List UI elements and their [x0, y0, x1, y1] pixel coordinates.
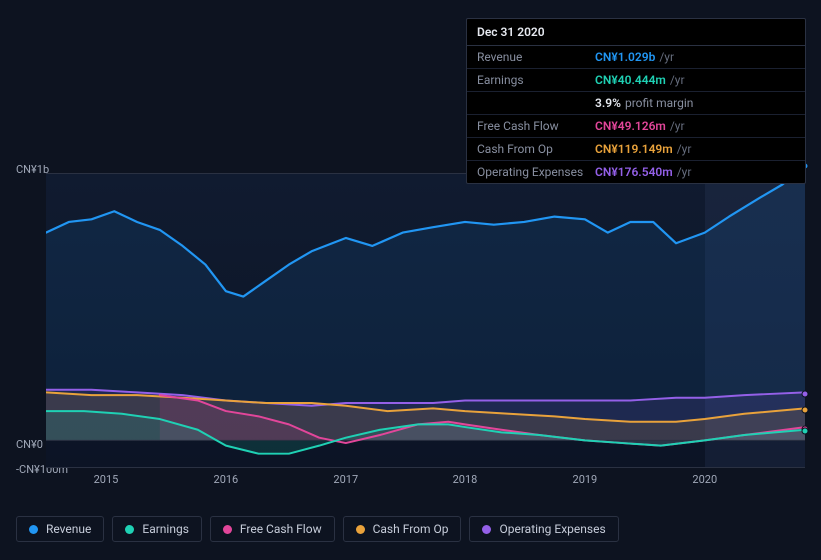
tooltip-row-value: CN¥49.126m — [595, 119, 666, 133]
data-tooltip: Dec 31 2020 RevenueCN¥1.029b/yrEarningsC… — [466, 18, 806, 184]
tooltip-row: Operating ExpensesCN¥176.540m/yr — [467, 161, 805, 183]
legend-label: Revenue — [46, 522, 91, 536]
legend-label: Cash From Op — [373, 522, 449, 536]
tooltip-row-value: CN¥1.029b — [595, 50, 655, 64]
legend-item[interactable]: Free Cash Flow — [210, 516, 335, 542]
x-axis-tick: 2016 — [214, 473, 239, 486]
tooltip-row-suffix: /yr — [670, 119, 685, 133]
tooltip-row: Free Cash FlowCN¥49.126m/yr — [467, 115, 805, 138]
tooltip-row: Cash From OpCN¥119.149m/yr — [467, 138, 805, 161]
tooltip-row-suffix: /yr — [670, 73, 685, 87]
tooltip-row: EarningsCN¥40.444m/yr — [467, 69, 805, 92]
legend-item[interactable]: Operating Expenses — [469, 516, 618, 542]
tooltip-row-label: Revenue — [477, 50, 595, 64]
legend-swatch — [356, 525, 365, 534]
series-end-marker — [802, 407, 809, 414]
x-axis-tick: 2015 — [94, 473, 119, 486]
legend-item[interactable]: Revenue — [16, 516, 104, 542]
series-end-marker — [802, 390, 809, 397]
tooltip-row-value: CN¥119.149m — [595, 142, 673, 156]
tooltip-row: RevenueCN¥1.029b/yr — [467, 46, 805, 69]
y-axis-label: CN¥0 — [16, 438, 43, 451]
x-axis-tick: 2019 — [573, 473, 598, 486]
tooltip-row-value: CN¥40.444m — [595, 73, 666, 87]
tooltip-row-label — [477, 96, 595, 110]
chart-legend: Revenue Earnings Free Cash Flow Cash From O… — [16, 516, 619, 542]
x-axis-tick: 2020 — [692, 473, 717, 486]
tooltip-date: Dec 31 2020 — [467, 19, 805, 46]
x-axis-tick: 2017 — [333, 473, 358, 486]
tooltip-row-label: Operating Expenses — [477, 165, 595, 179]
tooltip-row-value: 3.9% — [595, 96, 621, 110]
financials-chart: CN¥1bCN¥0-CN¥100m 2015201620172018201920… — [16, 155, 805, 485]
y-axis-label: CN¥1b — [16, 163, 49, 176]
x-axis-tick: 2018 — [453, 473, 478, 486]
legend-item[interactable]: Earnings — [112, 516, 202, 542]
legend-label: Operating Expenses — [499, 522, 605, 536]
tooltip-row-value: CN¥176.540m — [595, 165, 673, 179]
tooltip-row-label: Free Cash Flow — [477, 119, 595, 133]
legend-item[interactable]: Cash From Op — [343, 516, 462, 542]
legend-swatch — [482, 525, 491, 534]
tooltip-row-note: profit margin — [625, 96, 693, 110]
series-end-marker — [802, 428, 809, 435]
x-axis: 2015 2016 2017 2018 2019 2020 — [46, 473, 805, 491]
tooltip-row-suffix: /yr — [677, 142, 692, 156]
legend-swatch — [29, 525, 38, 534]
legend-swatch — [125, 525, 134, 534]
tooltip-row-suffix: /yr — [659, 50, 674, 64]
legend-swatch — [223, 525, 232, 534]
legend-label: Free Cash Flow — [240, 522, 322, 536]
chart-plot[interactable] — [46, 173, 805, 468]
tooltip-row: 3.9% profit margin — [467, 92, 805, 115]
tooltip-row-suffix: /yr — [677, 165, 692, 179]
tooltip-row-label: Earnings — [477, 73, 595, 87]
tooltip-row-label: Cash From Op — [477, 142, 595, 156]
legend-label: Earnings — [142, 522, 189, 536]
